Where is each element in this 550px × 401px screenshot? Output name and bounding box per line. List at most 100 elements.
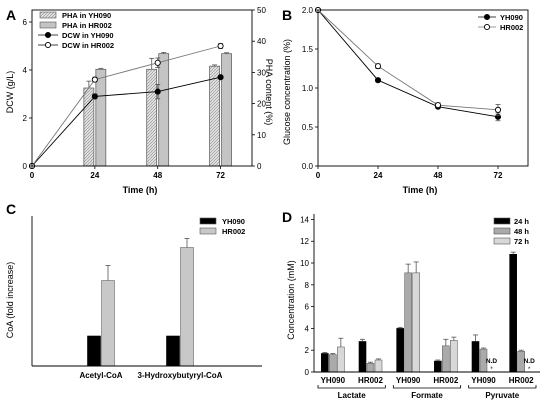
panel-d-letter: D: [282, 209, 292, 225]
c-bar-yh090: [166, 335, 180, 367]
d-legend-label: 72 h: [514, 237, 529, 246]
d-bracket-label: Lactate: [338, 391, 367, 400]
a-x-tick-label: 48: [153, 171, 162, 180]
a-legend-label: DCW in HR002: [62, 41, 114, 50]
a-bar-yh090: [209, 65, 220, 167]
a-legend-marker: [44, 41, 52, 49]
d-bar-24h: [321, 353, 329, 373]
panel-c-letter: C: [6, 201, 16, 217]
d-bracket: [317, 385, 386, 389]
panel-d: D YH090 HR002 YH090 HR002 N.D * YH090 N.D * HR002…: [282, 209, 540, 400]
b-y-tick-label: 2.0: [302, 6, 314, 15]
a-line-hr002: [31, 45, 221, 167]
d-legend-swatch: [493, 237, 511, 245]
d-bar-24h: [396, 328, 404, 373]
a-bar-hr002: [95, 68, 107, 167]
a-point: [217, 74, 224, 81]
a-y-left-tick-label: 6: [23, 18, 28, 27]
d-group-label: HR002: [358, 376, 383, 385]
d-bar-72h: [412, 272, 420, 373]
a-bar-yh090: [146, 68, 158, 167]
d-y-tick-label: 14: [300, 215, 309, 224]
d-bar-24h: [509, 254, 517, 373]
a-x-tick-label: 24: [90, 171, 99, 180]
d-group-label: HR002: [433, 376, 458, 385]
b-point: [374, 77, 382, 84]
b-y-tick-label: 1.0: [302, 84, 314, 93]
d-y-tick-label: 8: [305, 281, 310, 290]
a-y-left-tick-label: 0: [23, 162, 28, 171]
b-y-tick-label: 1.5: [302, 45, 314, 54]
c-bar-hr002: [180, 247, 194, 367]
d-bar-48h: [366, 362, 375, 373]
a-bar-hr002: [158, 53, 170, 167]
a-y-right-tick-label: 10: [257, 131, 266, 140]
d-bracket-label: Formate: [411, 391, 443, 400]
a-line-yh090: [31, 76, 221, 167]
d-bar-24h: [471, 341, 480, 373]
a-y-right-tick-label: 30: [257, 68, 266, 77]
panel-c: C Acetyl-CoA 3-Hydroxybutyryl-CoA CoA (fo…: [5, 201, 262, 380]
d-y-tick-label: 10: [300, 259, 309, 268]
b-point: [494, 106, 502, 113]
a-point: [91, 76, 98, 83]
d-y-tick-label: 2: [305, 346, 310, 355]
c-legend-swatch: [199, 217, 217, 225]
b-point: [374, 63, 382, 70]
c-bar-hr002: [101, 280, 115, 367]
a-point: [91, 93, 98, 100]
a-y-right-tick-label: 0: [257, 162, 262, 171]
d-bar-72h: [450, 340, 458, 373]
d-group-label: YH090: [321, 376, 346, 385]
d-group-label: YH090: [396, 376, 421, 385]
a-y-right-tick-label: 20: [257, 100, 266, 109]
c-ylabel: CoA (fold increase): [5, 262, 15, 339]
a-x-tick-label: 72: [216, 171, 225, 180]
b-legend-label: YH090: [500, 13, 523, 22]
d-legend-swatch: [493, 217, 511, 225]
b-ylabel: Glucose concentration (%): [282, 39, 292, 145]
c-category-label: 3-Hydroxybutyryl-CoA: [138, 371, 223, 380]
b-y-tick-label: 0.5: [302, 123, 314, 132]
a-legend-label: PHA in YH090: [62, 11, 111, 20]
d-bar-72h: [374, 359, 383, 373]
b-y-tick-label: 0.0: [302, 162, 314, 171]
d-y-tick-label: 0: [305, 368, 310, 377]
b-legend-marker: [483, 23, 491, 31]
d-bar-24h: [358, 341, 367, 373]
a-y-right-tick-label: 50: [257, 6, 266, 15]
a-legend-label: DCW in YH090: [62, 31, 114, 40]
d-nd-marker: *: [528, 367, 531, 373]
a-y-left-tick-label: 2: [23, 114, 28, 123]
b-frame: [317, 9, 529, 167]
a-frame: [31, 9, 253, 167]
a-bar-hr002: [221, 53, 232, 167]
d-group-label: YH090: [471, 376, 496, 385]
d-bar-48h: [329, 354, 337, 373]
a-point: [154, 59, 161, 66]
d-group-label: HR002: [509, 376, 534, 385]
c-legend-label: HR002: [222, 227, 245, 236]
a-xlabel: Time (h): [123, 185, 158, 195]
c-legend-swatch: [199, 227, 217, 235]
d-ylabel: Concentration (mM): [286, 260, 296, 340]
a-legend-swatch: [39, 21, 57, 29]
b-line-yh090: [317, 9, 499, 118]
b-legend-marker: [483, 13, 491, 21]
d-legend-swatch: [493, 227, 511, 235]
b-x-tick-label: 0: [316, 171, 321, 180]
a-legend-marker: [44, 31, 52, 39]
d-legend-label: 48 h: [514, 227, 529, 236]
b-x-tick-label: 72: [494, 171, 503, 180]
d-bracket-label: Pyruvate: [485, 391, 519, 400]
d-nd-label: N.D: [524, 358, 536, 365]
a-ylabel-right: PHA content (%): [264, 59, 274, 126]
b-line-hr002: [317, 9, 499, 111]
d-bar-48h: [442, 345, 450, 373]
a-y-left-tick-label: 4: [23, 66, 28, 75]
b-xlabel: Time (h): [403, 185, 438, 195]
b-point: [434, 102, 442, 109]
d-y-tick-label: 4: [305, 324, 310, 333]
a-point: [217, 42, 224, 50]
c-legend-label: YH090: [222, 217, 245, 226]
